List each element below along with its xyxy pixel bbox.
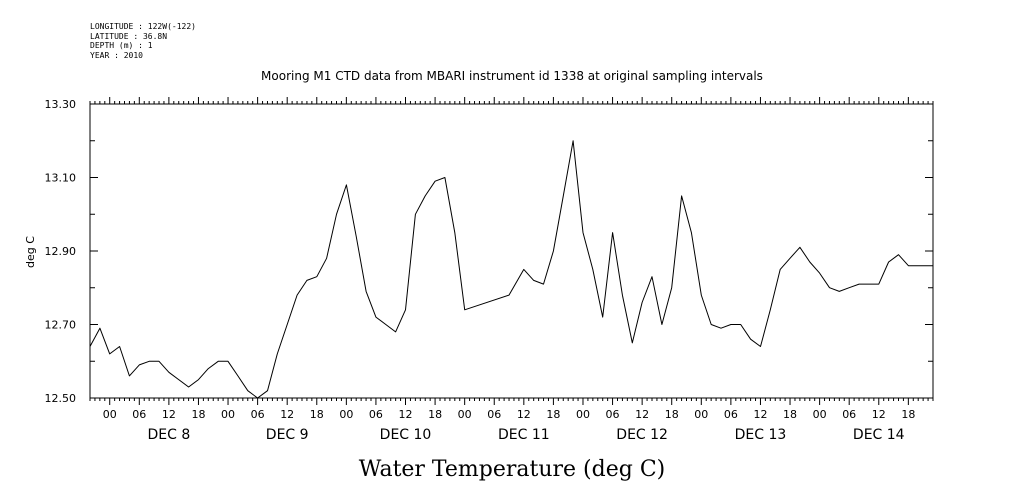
x-tick-label: 18 (783, 408, 797, 421)
x-tick-label: 00 (813, 408, 827, 421)
x-tick-label: 18 (546, 408, 560, 421)
year-label: YEAR : 2010 (90, 50, 143, 60)
x-tick-label: 06 (842, 408, 856, 421)
x-tick-label: 18 (191, 408, 205, 421)
x-tick-label: 12 (872, 408, 886, 421)
x-tick-label: 18 (310, 408, 324, 421)
metadata-block: LONGITUDE : 122W(-122) LATITUDE : 36.8N … (90, 22, 196, 60)
x-tick-label: 00 (694, 408, 708, 421)
x-tick-label: 12 (753, 408, 767, 421)
depth-label: DEPTH (m) : 1 (90, 41, 153, 50)
x-tick-label: 06 (132, 408, 146, 421)
x-day-label: DEC 8 (147, 427, 190, 443)
x-tick-label: 12 (635, 408, 649, 421)
y-axis: 12.50 12.70 12.90 13.10 13.30 (45, 98, 933, 405)
x-day-label: DEC 14 (853, 427, 905, 443)
x-tick-label: 12 (280, 408, 294, 421)
x-tick-label: 06 (606, 408, 620, 421)
x-day-label: DEC 10 (380, 427, 432, 443)
x-day-label: DEC 9 (266, 427, 309, 443)
x-axis: 00 06 12 18 00 06 12 18 00 06 12 18 00 06 12 18 00 06 12 18… (89, 97, 934, 443)
x-day-label: DEC 12 (616, 427, 668, 443)
x-tick-label: 18 (428, 408, 442, 421)
chart-title: Mooring M1 CTD data from MBARI instrumen… (261, 69, 763, 83)
x-day-label: DEC 11 (498, 427, 550, 443)
x-tick-label: 00 (221, 408, 235, 421)
x-tick-label: 18 (901, 408, 915, 421)
x-tick-label: 06 (251, 408, 265, 421)
x-tick-label: 06 (369, 408, 383, 421)
series-layer (89, 140, 933, 399)
x-axis-label: Water Temperature (deg C) (359, 457, 666, 482)
longitude-label: LONGITUDE : 122W(-122) (90, 22, 196, 31)
x-tick-label: 00 (576, 408, 590, 421)
y-axis-label: deg C (24, 236, 37, 268)
x-tick-label: 06 (724, 408, 738, 421)
x-tick-label: 12 (517, 408, 531, 421)
x-tick-label: 12 (399, 408, 413, 421)
x-day-label: DEC 13 (735, 427, 787, 443)
x-tick-label: 00 (458, 408, 472, 421)
y-tick-label: 12.90 (45, 245, 77, 258)
x-tick-label: 00 (103, 408, 117, 421)
x-tick-label: 12 (162, 408, 176, 421)
y-tick-label: 12.50 (45, 392, 77, 405)
x-tick-label: 18 (665, 408, 679, 421)
y-tick-label: 13.10 (45, 172, 77, 185)
latitude-label: LATITUDE : 36.8N (90, 31, 168, 41)
x-tick-label: 00 (339, 408, 353, 421)
y-tick-label: 13.30 (45, 98, 77, 111)
x-tick-label: 06 (487, 408, 501, 421)
y-tick-label: 12.70 (45, 319, 77, 332)
plot-frame (89, 103, 934, 399)
temperature-series-line (89, 140, 933, 399)
